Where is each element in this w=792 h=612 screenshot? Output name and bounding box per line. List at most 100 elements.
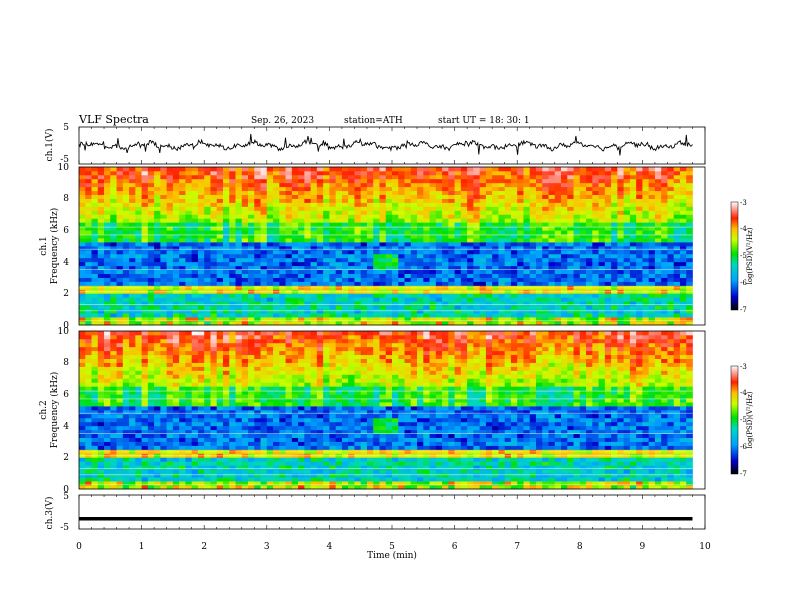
ch1-spectrogram-cell bbox=[141, 321, 149, 326]
ch1-spectrogram-cell bbox=[116, 234, 124, 239]
ch1-spectrogram-cell bbox=[204, 218, 211, 223]
ch1-spectrogram-cell bbox=[285, 178, 293, 184]
ch1-spectrogram-cell bbox=[229, 321, 236, 326]
ch1-spectrogram-cell bbox=[204, 246, 211, 251]
ch1-spectrogram-cell bbox=[642, 293, 650, 298]
ch1-spectrogram-cell bbox=[285, 249, 293, 255]
ch2-spectrogram-cell bbox=[135, 398, 142, 403]
ch1-spectrogram-cell bbox=[248, 242, 255, 247]
ch1-spectrogram-cell bbox=[586, 234, 593, 239]
ch2-spectrogram-cell bbox=[79, 358, 86, 363]
ch1-spectrogram-cell bbox=[579, 273, 587, 278]
ch2-spectrogram-cell bbox=[210, 481, 218, 486]
ch1-spectrogram-cell bbox=[598, 297, 606, 302]
ch1-spectrogram-cell bbox=[442, 190, 449, 195]
ch1-spectrogram-cell bbox=[636, 277, 643, 282]
ch1-spectrogram-cell bbox=[260, 269, 268, 274]
ch1-spectrogram-cell bbox=[573, 218, 581, 223]
ch1-spectrogram-cell bbox=[85, 230, 92, 235]
ch1-spectrogram-cell bbox=[529, 198, 537, 203]
ch1-spectrogram-cell bbox=[473, 249, 480, 255]
ch1-spectrogram-cell bbox=[273, 190, 280, 195]
ch1-spectrogram-cell bbox=[248, 190, 255, 195]
ch1-spectrogram-cell bbox=[216, 190, 224, 195]
ch1-spectrogram-cell bbox=[542, 297, 549, 302]
ch1-spectrogram-cell bbox=[172, 214, 180, 219]
ch2-spectrogram-cell bbox=[166, 358, 174, 363]
ch1-spectrogram-cell bbox=[304, 293, 311, 298]
ch2-spectrogram-cell bbox=[166, 469, 174, 474]
ch2-spectrogram-cell bbox=[204, 441, 211, 446]
ch1-spectrogram-cell bbox=[129, 210, 136, 215]
ch1-spectrogram-cell bbox=[679, 174, 687, 180]
ch1-spectrogram-cell bbox=[373, 202, 380, 207]
ch1-spectrogram-cell bbox=[517, 317, 524, 322]
ch1-spectrogram-cell bbox=[304, 234, 311, 239]
ch1-spectrogram-cell bbox=[686, 301, 693, 306]
ch1-spectrogram-cell bbox=[392, 246, 399, 251]
ch2-spectrogram-cell bbox=[185, 374, 193, 379]
ch1-spectrogram-cell bbox=[298, 214, 305, 219]
ch1-spectrogram-cell bbox=[179, 313, 186, 318]
ch2-spectrogram-cell bbox=[135, 366, 142, 371]
ch1-spectrogram-cell bbox=[172, 261, 180, 267]
ch1-spectrogram-cell bbox=[617, 317, 624, 322]
ch1-spectrogram-cell bbox=[517, 234, 524, 239]
ch1-spectrogram-cell bbox=[354, 182, 362, 188]
ch1-spectrogram-cell bbox=[686, 293, 693, 298]
ch2-spectrogram-cell bbox=[110, 366, 117, 371]
ch1-spectrogram-cell bbox=[160, 182, 167, 188]
ch2-spectrogram-cell bbox=[122, 469, 130, 474]
ch2-spectrogram-cell bbox=[104, 445, 111, 450]
ch1-spectrogram-cell bbox=[404, 281, 412, 286]
ch2-spectrogram-cell bbox=[104, 410, 111, 415]
ch2-spectrogram-cell bbox=[91, 477, 99, 482]
ch1-spectrogram-cell bbox=[273, 186, 280, 192]
ch1-spectrogram-cell bbox=[373, 261, 380, 267]
ch1-spectrogram-cell bbox=[185, 210, 193, 215]
ch1-spectrogram-cell bbox=[404, 198, 412, 203]
ch1-spectrogram-cell bbox=[492, 234, 499, 239]
ch1-spectrogram-cell bbox=[298, 321, 305, 326]
ch1-spectrogram-cell bbox=[279, 167, 286, 172]
ch1-spectrogram-cell bbox=[417, 317, 424, 322]
ch1-spectrogram-cell bbox=[229, 234, 236, 239]
ch2-spectrogram-cell bbox=[216, 441, 224, 446]
ch1-spectrogram-cell bbox=[592, 293, 599, 298]
ch2-spectrogram-cell bbox=[210, 342, 218, 348]
ch2-spectrogram-cell bbox=[229, 342, 236, 348]
ch1-spectrogram-cell bbox=[517, 186, 524, 192]
ch1-spectrogram-cell bbox=[172, 265, 180, 271]
ch1-spectrogram-cell bbox=[517, 273, 524, 278]
ch1-spectrogram-cell bbox=[661, 265, 668, 271]
ch1-spectrogram-cell bbox=[454, 198, 462, 203]
ch1-spectrogram-cell bbox=[197, 167, 205, 172]
ch1-spectrogram-cell bbox=[385, 293, 393, 298]
ch1-spectrogram-cell bbox=[460, 321, 468, 326]
ch1-spectrogram-cell bbox=[248, 170, 255, 176]
ch1-spectrogram-cell bbox=[279, 246, 286, 251]
ch1-spectrogram-cell bbox=[104, 277, 111, 282]
ch1-spectrogram-cell bbox=[310, 242, 318, 247]
ch1-spectrogram-cell bbox=[592, 321, 599, 326]
ch1-spectrogram-cell bbox=[79, 178, 86, 184]
ch1-spectrogram-cell bbox=[285, 194, 293, 199]
ch1-spectrogram-cell bbox=[667, 178, 675, 184]
ch1-spectrogram-cell bbox=[661, 242, 668, 247]
ch2-spectrogram-cell bbox=[179, 382, 186, 387]
ch1-spectrogram-cell bbox=[473, 317, 480, 322]
ch1-spectrogram-cell bbox=[567, 234, 574, 239]
ch1-spectrogram-cell bbox=[636, 194, 643, 199]
ch1-spectrogram-cell bbox=[673, 246, 681, 251]
ch1-spectrogram-cell bbox=[129, 269, 136, 274]
ch1-spectrogram-cell bbox=[235, 190, 243, 195]
ch1-spectrogram-cell bbox=[229, 190, 236, 195]
ch1-spectrogram-cell bbox=[604, 293, 612, 298]
ch2-spectrogram-cell bbox=[129, 473, 136, 478]
ch1-spectrogram-cell bbox=[129, 281, 136, 286]
ch1-spectrogram-cell bbox=[147, 238, 155, 243]
ch1-spectrogram-cell bbox=[222, 186, 230, 192]
ch1-spectrogram-cell bbox=[266, 297, 274, 302]
ch2-spectrogram-cell bbox=[204, 402, 211, 407]
ch1-spectrogram-cell bbox=[679, 238, 687, 243]
